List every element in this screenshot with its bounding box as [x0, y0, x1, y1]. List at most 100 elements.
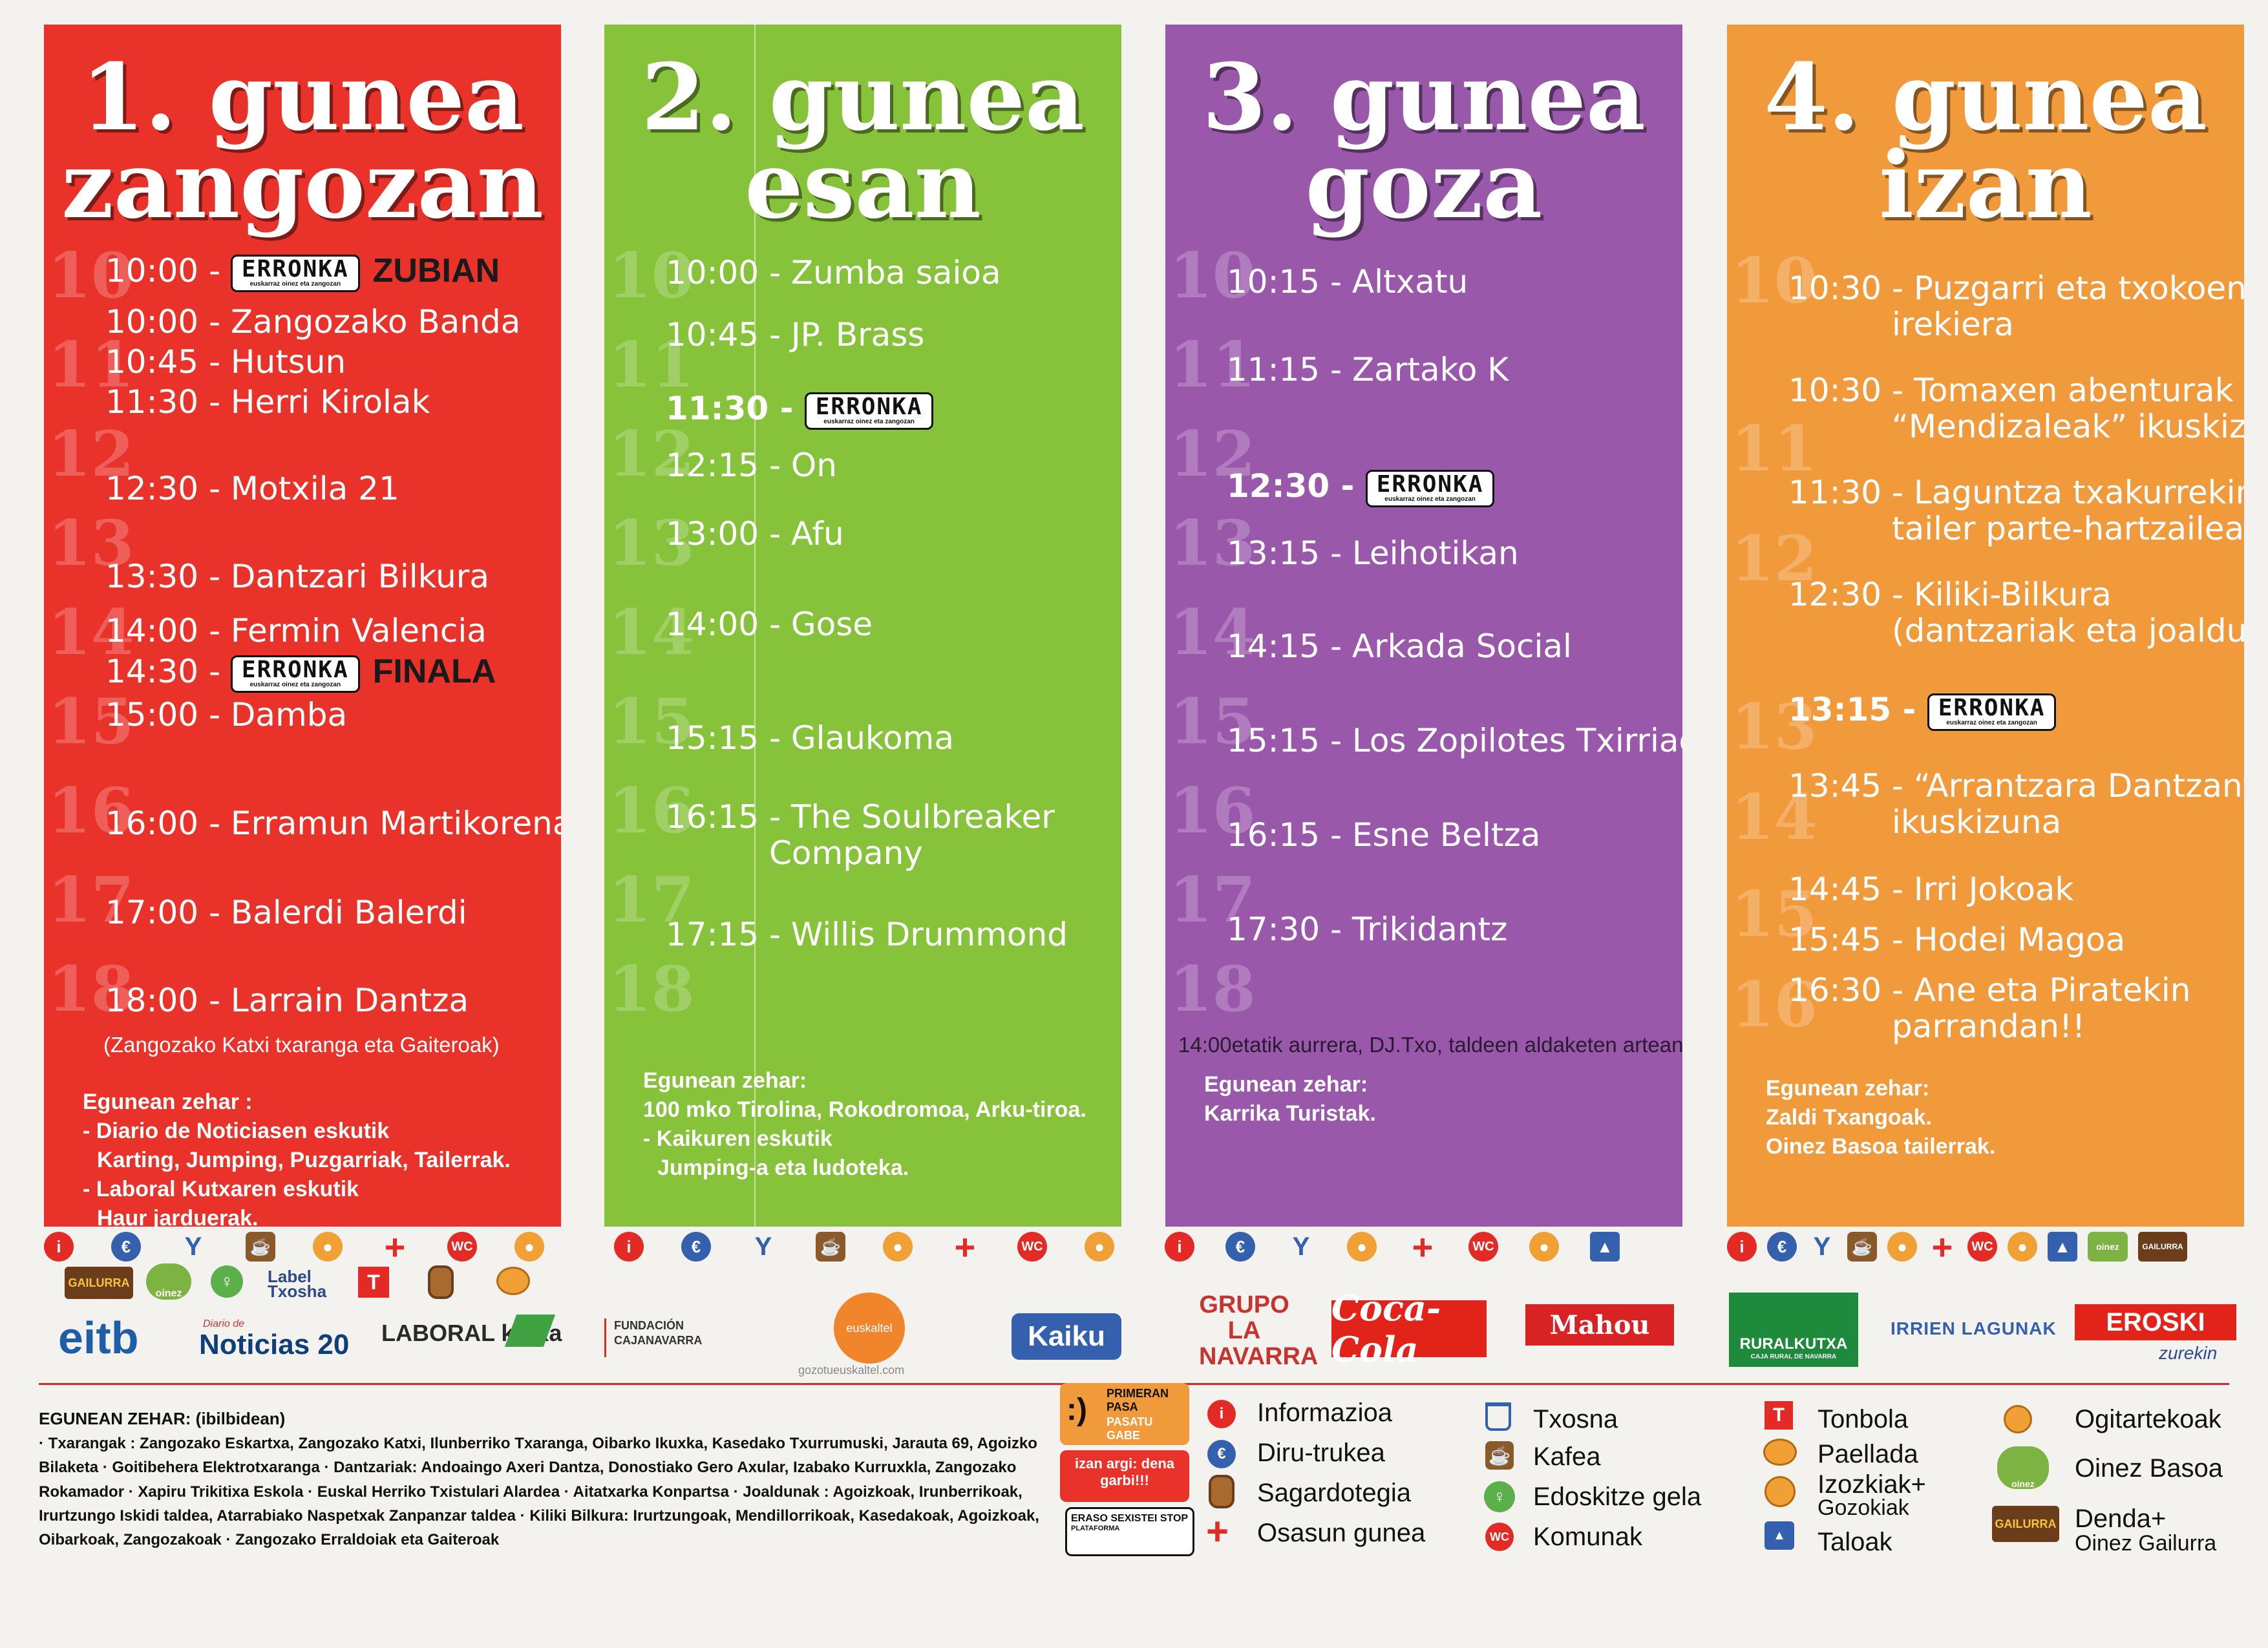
event-time: 12:30 -: [105, 470, 231, 507]
egunean-zehar: Egunean zehar: Zaldi Txangoak. Oinez Bas…: [1766, 1074, 2238, 1161]
event-title: The Soulbreaker: [790, 798, 1055, 836]
event-title: Balerdi Balerdi: [230, 894, 467, 931]
event-title: Dantzari Bilkura: [230, 558, 489, 595]
legend-osasun-gunea: Osasun gunea: [1257, 1519, 1426, 1547]
event-row: 10:00 - Zangozako Banda: [105, 304, 548, 340]
hour-mark: 14: [1169, 596, 1256, 669]
event-title-cont: irekiera: [1892, 306, 2014, 343]
legend-paellada: Paellada: [1818, 1440, 1918, 1468]
column-title-number: 3. gunea: [1202, 44, 1646, 151]
hour-mark: 11: [608, 328, 695, 401]
first-aid-icon: +: [1931, 1226, 1953, 1267]
event-row: 15:15 - Los Zopilotes Txirriaos: [1227, 722, 1682, 759]
hour-mark: 13: [1169, 507, 1256, 580]
event-row: 10:00 - ERRONKA euskarraz oinez eta zango…: [105, 252, 548, 292]
campaign-izan-argi: izan argi: dena garbi!!!: [1060, 1450, 1189, 1502]
sponsor-eroski: EROSKI: [2075, 1304, 2236, 1340]
sponsor-la-navarra: GRUPO LA NAVARRA: [1199, 1292, 1318, 1370]
hour-mark: 15: [1169, 685, 1256, 758]
bread-icon: ●: [1529, 1232, 1559, 1262]
drink-cup-icon: Y: [754, 1232, 772, 1261]
eguna-line: Zaldi Txangoak.: [1766, 1104, 1932, 1130]
event-note: 14:00etatik aurrera, DJ.Txo, taldeen ald…: [1178, 1033, 1682, 1057]
event-title: Leihotikan: [1351, 534, 1519, 572]
column-title-name: izan: [1879, 132, 2092, 239]
hour-mark: 13: [608, 507, 695, 580]
event-time: 16:30 -: [1788, 971, 1914, 1009]
hour-mark: 18: [608, 953, 695, 1026]
column-title: 1. gunea zangozan: [44, 52, 561, 231]
event-time: 11:30 -: [105, 383, 231, 421]
gailurra-logo: GAILURRA: [65, 1267, 133, 1299]
event-time: 15:45 -: [1788, 921, 1914, 958]
baby-room-icon: ♀: [1484, 1481, 1515, 1512]
drink-cup-icon: Y: [1292, 1232, 1310, 1261]
eguna-line: Egunean zehar :: [83, 1090, 253, 1114]
legend-denda-line1: Denda+: [2075, 1505, 2167, 1533]
event-row: 10:45 - Hutsun: [105, 344, 548, 380]
event-time: 10:00 -: [105, 303, 231, 341]
hour-mark: 16: [1169, 774, 1256, 847]
event-time: 17:30 -: [1227, 911, 1352, 948]
smiley-icon: :): [1066, 1393, 1087, 1427]
legend-tonbola: Tonbola: [1818, 1405, 1909, 1433]
legend-denda-line2: Oinez Gailurra: [2075, 1531, 2217, 1556]
event-time: 12:30 -: [1788, 576, 1914, 613]
campaign-line4: ERASO SEXISTEI STOP: [1071, 1513, 1189, 1524]
event-time: 10:00 -: [105, 252, 231, 290]
erronka-logo: ERRONKA euskarraz oinez eta zangozan: [1365, 469, 1495, 507]
event-time: 13:00 -: [666, 515, 791, 553]
event-title-cont: Company: [769, 834, 923, 872]
hour-mark: 10: [1169, 239, 1256, 312]
event-row: 14:00 - Gose: [666, 606, 1108, 642]
column-gunea-1: 1. gunea zangozan 10 11 12 13 14 15 16 1…: [44, 25, 561, 1227]
euro-icon: €: [1207, 1440, 1236, 1468]
euskaltel-text: euskaltel: [846, 1321, 893, 1335]
euskaltel-url: gozotueuskaltel.com: [798, 1364, 905, 1377]
event-row: 10:30 - Tomaxen abenturak - “Mendizaleak”…: [1788, 372, 2244, 445]
bread-icon: ●: [514, 1232, 544, 1262]
event-time: 16:00 -: [105, 805, 231, 842]
hour-mark: 10: [608, 239, 695, 312]
gailurra-logo-icon: GAILURRA: [2138, 1232, 2187, 1262]
event-title-cont: “Mendizaleak” ikuskizuna: [1892, 408, 2244, 445]
label-txosha-logo: Label Txosha: [268, 1267, 327, 1302]
event-time: 15:15 -: [1227, 722, 1352, 759]
sponsor-euskaltel: euskaltel: [834, 1293, 905, 1364]
noticias-small: Diario de: [203, 1318, 245, 1329]
event-row: 10:30 - Puzgarri eta txokoen irekiera: [1788, 269, 2244, 343]
event-title-cont: ikuskizuna: [1892, 803, 2062, 841]
event-time: 10:30 -: [1788, 269, 1914, 307]
hour-mark: 16: [608, 774, 695, 847]
portable-toilet-icon: ▲: [2048, 1232, 2077, 1262]
oinez-logo: oinez: [1997, 1446, 2049, 1489]
event-row: 10:00 - Zumba saioa: [666, 255, 1108, 291]
hour-mark: 12: [48, 417, 134, 491]
hour-mark: 18: [48, 953, 134, 1026]
column-gunea-3: 3. gunea goza 10 11 12 13 14 15 16 17 18…: [1165, 25, 1682, 1227]
coffee-icon: ☕: [816, 1232, 845, 1262]
euro-icon: €: [111, 1232, 141, 1262]
event-title: JP. Brass: [790, 316, 925, 354]
wc-icon: WC: [1485, 1523, 1514, 1551]
event-row: 16:30 - Ane eta Piratekin parrandan!!: [1788, 972, 2231, 1044]
hour-mark: 17: [1169, 863, 1256, 936]
event-time: 13:15 -: [1788, 691, 1927, 728]
event-row: 14:30 - ERRONKA euskarraz oinez eta zango…: [105, 653, 548, 693]
event-row: 12:30 - Kiliki-Bilkura (dantzariak eta jo…: [1788, 576, 2244, 649]
event-title: Tomaxen abenturak -: [1913, 372, 2244, 409]
event-row: 16:00 - Erramun Martikorena: [105, 805, 561, 842]
drink-cup-icon: Y: [1813, 1232, 1831, 1261]
erronka-logo: ERRONKA euskarraz oinez eta zangozan: [230, 655, 360, 693]
la-navarra-text: GRUPO LA NAVARRA: [1199, 1291, 1319, 1370]
hour-mark: 14: [1731, 781, 1818, 854]
event-row: 13:15 - Leihotikan: [1227, 535, 1669, 571]
sponsor-kaiku: Kaiku: [1012, 1313, 1121, 1360]
event-time: 16:15 -: [666, 798, 791, 836]
tombola-icon: T: [1765, 1401, 1793, 1430]
event-row: 18:00 - Larrain Dantza: [105, 982, 548, 1019]
event-time: 16:15 -: [1227, 816, 1352, 854]
sponsor-irrien-lagunak: IRRIEN LAGUNAK: [1891, 1318, 2057, 1338]
coca-cola-text: Coca-Cola: [1331, 1287, 1441, 1370]
event-row: 13:45 - “Arrantzara Dantzan” ikuskizuna: [1788, 768, 2244, 841]
